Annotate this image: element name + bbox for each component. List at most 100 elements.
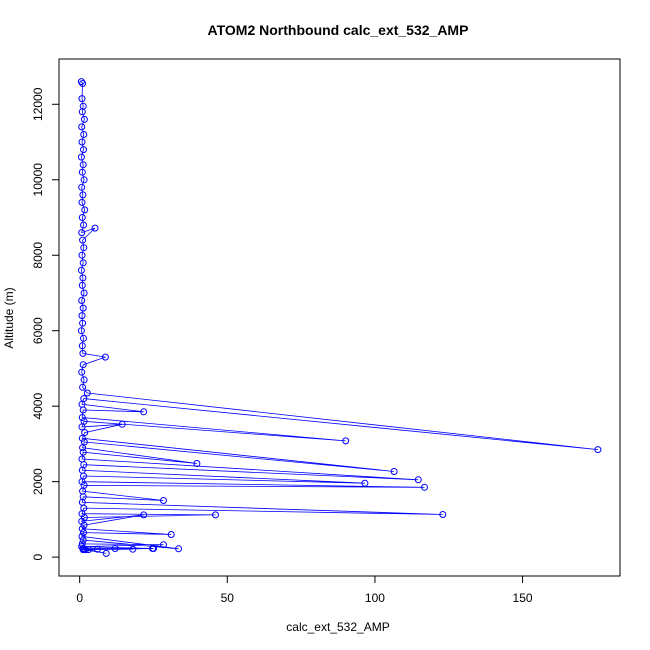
data-point	[414, 476, 422, 484]
data-point	[150, 545, 157, 552]
y-tick-label: 10000	[31, 163, 45, 197]
data-point	[78, 423, 86, 431]
data-point	[421, 483, 428, 491]
chart-title: ATOM2 Northbound calc_ext_532_AMP	[208, 22, 469, 38]
y-tick-label: 4000	[31, 393, 45, 420]
data-point	[85, 546, 92, 554]
data-point	[77, 153, 85, 161]
data-point	[78, 434, 86, 442]
data-point	[78, 297, 86, 304]
data-point	[80, 529, 87, 537]
x-tick-label: 150	[513, 591, 533, 605]
data-point	[77, 78, 85, 86]
data-point	[77, 266, 85, 274]
y-tick-label: 2000	[31, 468, 45, 495]
data-point	[118, 420, 126, 428]
data-point	[81, 429, 89, 437]
data-point	[78, 168, 86, 176]
data-point	[79, 536, 87, 544]
data-point	[78, 532, 86, 540]
data-point	[78, 251, 86, 259]
x-axis-label: calc_ext_532_AMP	[286, 620, 389, 634]
data-point	[80, 334, 87, 342]
data-point	[160, 497, 167, 504]
data-point	[79, 319, 87, 327]
series-layer	[77, 78, 602, 557]
data-point	[78, 281, 86, 289]
x-tick-label: 100	[365, 591, 385, 605]
data-point	[82, 546, 90, 554]
data-point	[79, 444, 87, 452]
data-point	[80, 115, 88, 123]
data-point	[361, 479, 369, 487]
data-point	[390, 468, 398, 475]
data-point	[79, 304, 87, 312]
data-point	[342, 437, 350, 445]
data-point	[101, 353, 109, 361]
data-point	[80, 376, 88, 384]
data-point	[140, 408, 148, 416]
data-point	[439, 511, 447, 518]
data-point	[78, 368, 86, 376]
data-point	[79, 191, 87, 199]
data-point	[78, 525, 86, 533]
data-point	[79, 361, 87, 369]
data-point	[140, 511, 148, 519]
x-axis: 0 50 100 150	[76, 575, 533, 605]
data-point	[80, 521, 88, 529]
data-point	[594, 446, 602, 454]
data-point	[79, 406, 87, 414]
data-point	[129, 545, 137, 553]
data-point	[78, 123, 86, 131]
x-tick-label: 0	[76, 591, 83, 605]
data-point	[83, 389, 91, 397]
data-point	[111, 545, 119, 552]
data-point	[78, 342, 86, 350]
data-point	[78, 312, 86, 320]
data-point	[78, 478, 86, 486]
data-point	[78, 138, 86, 146]
data-point	[80, 146, 87, 154]
y-tick-label: 6000	[31, 317, 45, 344]
data-point	[212, 511, 219, 519]
data-point	[78, 214, 86, 221]
data-point	[77, 327, 85, 335]
data-point	[91, 224, 99, 232]
data-point	[78, 510, 86, 518]
data-point	[80, 221, 87, 229]
y-axis: 0 2000 4000 6000 8000 10000 12000	[31, 87, 60, 560]
data-point	[175, 545, 183, 553]
data-point	[80, 289, 88, 297]
data-point	[80, 131, 88, 138]
data-point	[79, 161, 87, 169]
data-point	[79, 383, 87, 391]
data-point	[102, 549, 110, 557]
data-point	[79, 448, 87, 456]
data-point	[79, 274, 87, 282]
data-point	[93, 545, 101, 553]
data-point	[80, 176, 88, 184]
data-point	[79, 546, 87, 554]
x-tick-label: 50	[221, 591, 235, 605]
data-point	[79, 259, 87, 267]
data-point	[78, 517, 86, 525]
y-tick-label: 12000	[31, 87, 45, 121]
data-point	[78, 414, 86, 421]
y-tick-label: 0	[31, 553, 45, 560]
data-point	[79, 80, 87, 87]
data-point	[80, 244, 88, 252]
y-tick-label: 8000	[31, 242, 45, 269]
data-point	[78, 229, 86, 237]
data-point	[193, 460, 201, 467]
data-point	[81, 206, 89, 214]
y-axis-label: Altitude (m)	[2, 287, 16, 348]
data-point	[79, 349, 87, 357]
data-point	[79, 236, 87, 244]
data-point	[78, 198, 86, 206]
data-point	[78, 95, 86, 103]
data-point	[160, 541, 167, 549]
data-point	[78, 183, 86, 191]
data-point	[167, 531, 175, 538]
